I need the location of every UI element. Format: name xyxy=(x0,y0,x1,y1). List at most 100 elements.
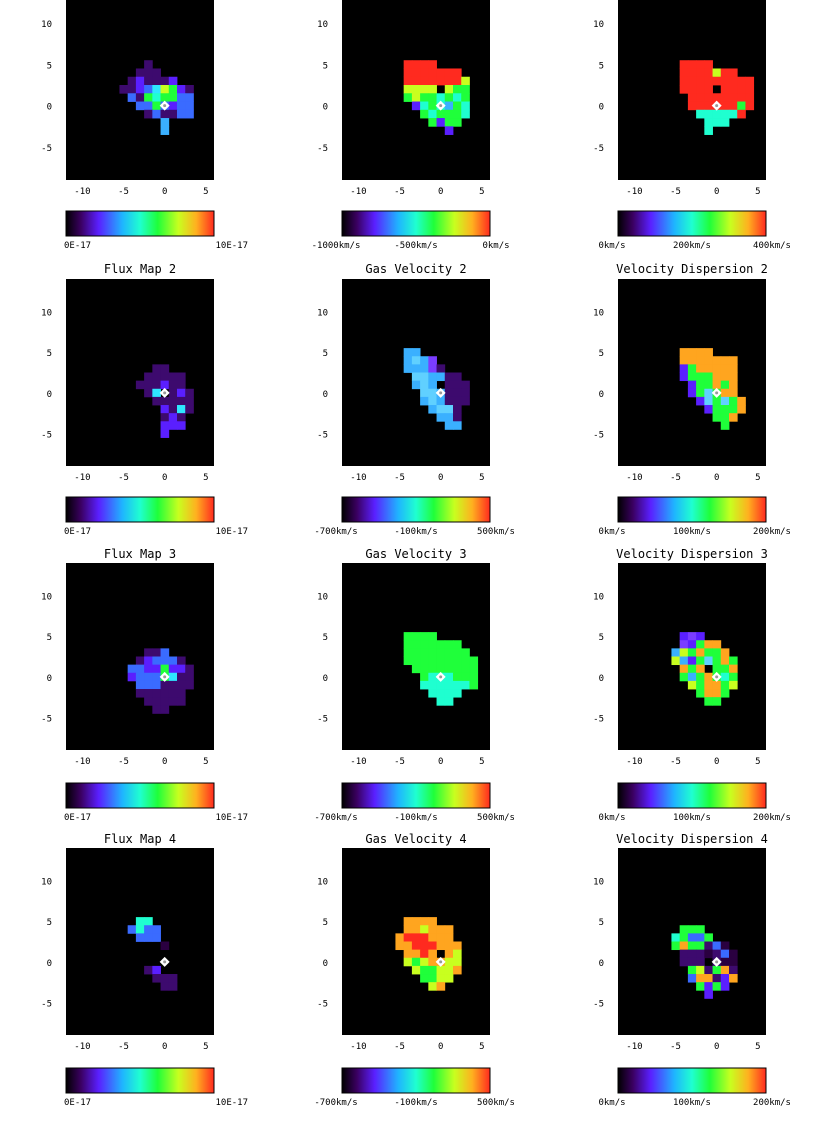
map-pixel xyxy=(737,93,746,102)
map-pixel xyxy=(729,957,738,967)
map-pixel xyxy=(687,68,697,78)
map-pixel xyxy=(687,85,697,94)
panel-title: Flux Map 4 xyxy=(104,832,176,846)
map-pixel xyxy=(403,656,413,666)
map-pixel xyxy=(144,656,153,666)
map-pixel xyxy=(453,941,462,951)
map-pixel xyxy=(411,965,421,975)
map-pixel xyxy=(168,76,178,86)
map-pixel xyxy=(671,656,681,666)
colorbar-label: 200km/s xyxy=(753,813,791,823)
colorbar xyxy=(617,210,767,237)
map-pixel xyxy=(696,680,705,690)
map-pixel xyxy=(177,85,186,94)
map-pixel xyxy=(428,93,437,102)
map-pixel xyxy=(428,380,437,390)
x-tick-label: -5 xyxy=(118,473,129,483)
x-tick-label: 5 xyxy=(479,473,484,483)
map-pixel xyxy=(411,664,421,674)
panel-title: Velocity Dispersion 4 xyxy=(616,832,768,846)
map-pixel xyxy=(704,396,713,406)
map-pixel xyxy=(687,348,697,357)
map-pixel xyxy=(679,941,689,951)
map-pixel xyxy=(696,648,705,657)
map-pixel xyxy=(428,917,437,926)
map-pixel xyxy=(696,364,705,373)
map-pixel xyxy=(453,396,462,406)
map-pixel xyxy=(160,126,170,135)
map-pixel xyxy=(428,85,437,94)
map-pixel xyxy=(411,957,421,967)
map-pixel xyxy=(436,656,446,666)
map-pixel xyxy=(420,965,429,975)
map-pixel xyxy=(444,405,454,414)
y-tick-label: 5 xyxy=(323,349,328,359)
map-pixel xyxy=(745,93,755,102)
map-pixel xyxy=(436,974,446,983)
colorbar xyxy=(617,782,767,809)
map-pixel xyxy=(453,680,462,690)
map-pixel xyxy=(720,118,730,127)
map-pixel xyxy=(177,405,186,414)
map-pixel xyxy=(436,680,446,690)
y-tick-label: -5 xyxy=(317,999,328,1009)
y-tick-label: -5 xyxy=(593,144,604,154)
map-pixel xyxy=(720,965,730,975)
map-pixel xyxy=(729,388,738,398)
map-pixel xyxy=(453,85,462,94)
map-pixel xyxy=(135,101,145,111)
colorbar-label: 400km/s xyxy=(753,241,791,251)
colorbar xyxy=(341,1067,491,1094)
map-pixel xyxy=(453,380,462,390)
map-pixel xyxy=(712,93,722,102)
x-tick-label: 0 xyxy=(714,187,719,197)
y-tick-label: -5 xyxy=(317,714,328,724)
map-pixel xyxy=(679,364,689,373)
map-pixel xyxy=(729,413,738,422)
map-pixel xyxy=(712,413,722,422)
map-pixel xyxy=(127,925,137,934)
map-pixel xyxy=(160,118,170,127)
map-pixel xyxy=(687,648,697,657)
map-pixel xyxy=(436,965,446,975)
map-pixel xyxy=(704,68,713,78)
map-pixel xyxy=(720,648,730,657)
map-pixel xyxy=(720,664,730,674)
colorbar-label: 100km/s xyxy=(673,1098,711,1108)
map-pixel xyxy=(177,372,186,382)
map-pixel xyxy=(704,388,713,398)
map-pixel xyxy=(420,356,429,365)
map-pixel xyxy=(428,648,437,657)
map-pixel xyxy=(687,656,697,666)
map-pixel xyxy=(185,85,194,94)
y-tick-label: 0 xyxy=(599,390,604,400)
map-pixel xyxy=(704,85,713,94)
map-pixel xyxy=(704,941,713,951)
colorbar xyxy=(65,782,215,809)
map-pixel xyxy=(712,68,722,78)
map-pixel xyxy=(160,664,170,674)
y-tick-label: 0 xyxy=(323,674,328,684)
map-pixel xyxy=(168,380,178,390)
map-pixel xyxy=(444,396,454,406)
y-tick-label: -5 xyxy=(317,144,328,154)
map-pixel xyxy=(411,356,421,365)
map-pixel xyxy=(729,364,738,373)
colorbar xyxy=(617,496,767,523)
map-pixel xyxy=(411,68,421,78)
map-pixel xyxy=(436,933,446,942)
colorbar-label: 100km/s xyxy=(673,527,711,537)
map-pixel xyxy=(461,648,470,657)
x-tick-label: 5 xyxy=(755,757,760,767)
map-pixel xyxy=(160,429,170,438)
map-pixel xyxy=(135,917,145,926)
map-panel-9: Velocity Dispersion 3 10 5 0 -5 -10 -5 0 5 0km/s 1… xyxy=(593,547,791,823)
map-pixel xyxy=(436,405,446,414)
map-pixel xyxy=(428,664,437,674)
map-pixel xyxy=(160,109,170,119)
map-pixel xyxy=(720,380,730,390)
x-tick-label: -10 xyxy=(350,187,366,197)
map-pixel xyxy=(428,68,437,78)
y-tick-label: 0 xyxy=(47,390,52,400)
map-pixel xyxy=(720,941,730,951)
